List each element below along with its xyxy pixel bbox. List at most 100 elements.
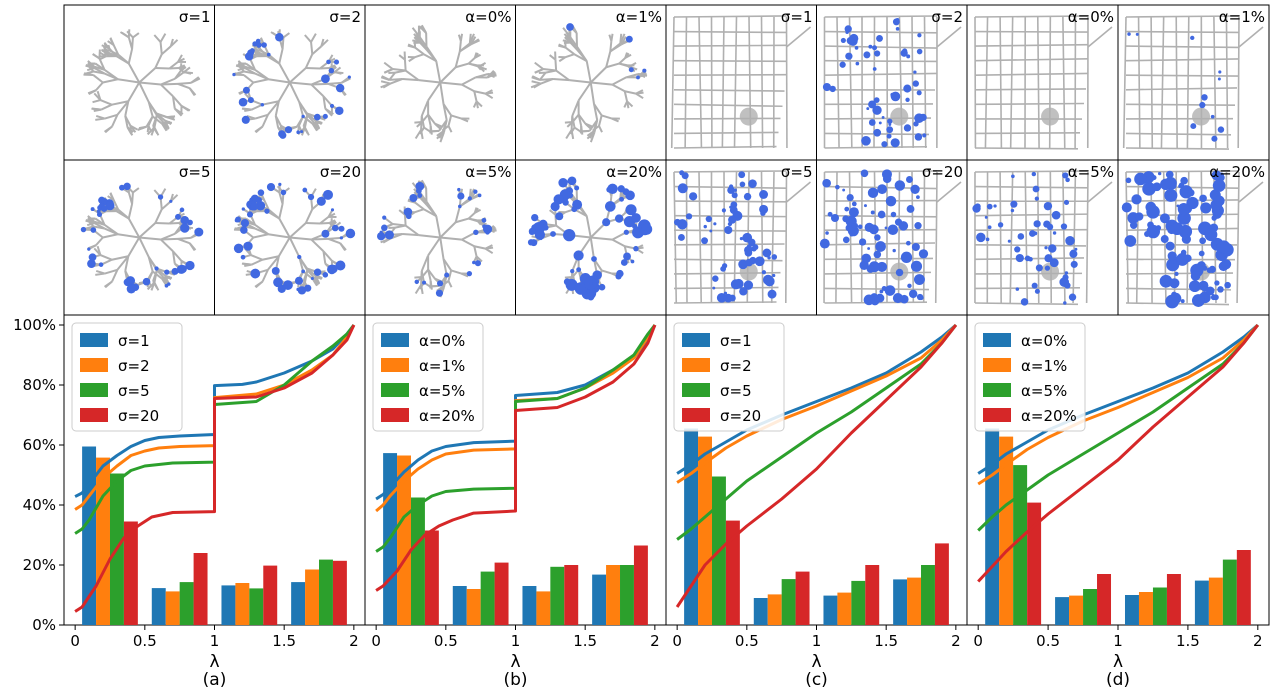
network-node xyxy=(436,280,444,287)
tile-label: σ=2 xyxy=(329,8,361,26)
network-node xyxy=(90,207,95,212)
network-edge xyxy=(116,255,130,271)
network-node xyxy=(873,250,882,259)
network-edge xyxy=(440,236,462,241)
bar xyxy=(235,583,250,625)
network-node xyxy=(238,97,248,107)
network-edge xyxy=(721,16,725,149)
network-node xyxy=(550,231,556,237)
tile-label: α=20% xyxy=(606,163,662,181)
bar xyxy=(564,565,579,625)
network-node xyxy=(705,215,712,223)
tree-network-icon: α=1% xyxy=(515,4,667,161)
network-node xyxy=(819,238,830,249)
network-edge xyxy=(1009,16,1014,149)
network-edge xyxy=(974,15,1089,18)
network-node xyxy=(466,270,473,277)
network-edge xyxy=(251,103,263,111)
network-edge xyxy=(253,78,269,84)
network-edge xyxy=(1122,16,1127,149)
network-node xyxy=(310,276,314,281)
x-tick-label: 1.5 xyxy=(874,632,898,650)
network-edge xyxy=(589,237,595,260)
network-node xyxy=(867,187,879,199)
network-edge xyxy=(339,242,346,251)
network-edge xyxy=(673,131,779,135)
network-edge xyxy=(898,16,903,149)
network-edge xyxy=(911,16,914,149)
network-edge xyxy=(1150,16,1154,149)
network-edge xyxy=(1125,74,1240,77)
network-node xyxy=(749,257,756,263)
network-nodes xyxy=(566,23,647,80)
road-network-icon: α=5% xyxy=(966,159,1119,316)
series-line xyxy=(676,324,958,541)
network-node xyxy=(240,226,248,234)
network-edge xyxy=(1049,171,1053,304)
network-nodes xyxy=(1121,170,1234,309)
network-edge xyxy=(554,59,558,71)
network-edge xyxy=(96,245,102,256)
network-edge xyxy=(698,16,703,149)
network-node xyxy=(1145,181,1149,185)
network-node xyxy=(123,182,131,191)
network-node xyxy=(916,293,924,301)
network-edge xyxy=(112,44,120,56)
network-node xyxy=(642,68,647,73)
network-node xyxy=(712,275,719,282)
network-node xyxy=(916,195,920,200)
network-node xyxy=(562,199,569,206)
network-edge xyxy=(298,256,305,272)
tile-label: α=1% xyxy=(1219,8,1265,26)
legend-label: α=20% xyxy=(1021,407,1077,425)
network-edge xyxy=(439,66,457,84)
network-node xyxy=(1064,271,1069,275)
network-node xyxy=(842,236,850,244)
network-edge xyxy=(153,126,160,136)
network-node xyxy=(1017,233,1025,240)
network-node xyxy=(297,286,307,295)
network-edge xyxy=(414,129,422,140)
network-node xyxy=(873,128,882,137)
network-nodes xyxy=(80,182,204,294)
network-edge xyxy=(624,90,637,95)
network-edge xyxy=(111,255,129,261)
network-edge xyxy=(263,199,270,211)
network-node xyxy=(730,201,738,209)
network-node xyxy=(347,75,351,79)
network-node xyxy=(997,222,1004,228)
bar xyxy=(165,591,180,625)
network-node xyxy=(1131,194,1142,205)
network-node xyxy=(1178,182,1185,188)
network-edge xyxy=(474,245,486,250)
network-edge xyxy=(306,269,316,279)
network-node xyxy=(250,268,261,279)
network-node xyxy=(1152,182,1162,192)
network-edge xyxy=(601,269,612,275)
legend-label: α=0% xyxy=(1021,332,1067,350)
legend-label: α=5% xyxy=(419,382,465,400)
network-node xyxy=(627,192,632,196)
chart-panel: 0 0.5 1 1.5 2 λ(b) α=0% α=1% α=5% α=20% xyxy=(364,314,667,689)
network-node xyxy=(913,274,925,286)
network-edge xyxy=(245,217,256,226)
x-tick-label: 2 xyxy=(1253,632,1263,650)
network-edge xyxy=(311,45,322,55)
network-node xyxy=(1214,280,1220,286)
network-node xyxy=(1171,291,1177,298)
x-tick-label: 0 xyxy=(371,632,381,650)
network-edge xyxy=(533,82,542,89)
network-edge xyxy=(93,108,102,112)
network-node xyxy=(905,176,913,183)
network-node xyxy=(1199,194,1207,203)
network-edge xyxy=(322,96,327,109)
network-node xyxy=(1051,210,1061,220)
curves xyxy=(74,324,356,613)
network-node xyxy=(235,216,242,223)
network-edge xyxy=(421,268,429,278)
network-edge xyxy=(670,16,675,149)
network-node xyxy=(176,264,186,274)
network-node xyxy=(335,83,345,93)
network-edge xyxy=(289,222,307,239)
network-node xyxy=(297,254,302,260)
